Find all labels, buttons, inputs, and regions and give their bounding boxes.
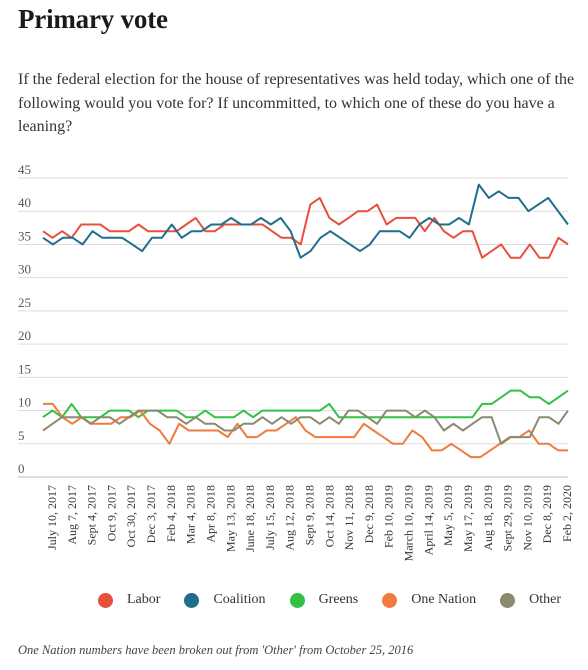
gridlines [18,177,568,478]
x-tick-label: Nov 10, 2019 [520,485,534,551]
legend-item: One Nation [382,592,476,608]
y-tick-label: 0 [18,461,25,476]
legend-swatch [500,592,516,608]
x-tick-label: July 15, 2018 [263,485,277,550]
x-tick-label: Sept 9, 2018 [303,485,317,545]
series-line-labor [42,196,569,259]
y-tick-label: 30 [18,262,31,277]
legend-swatch [289,592,305,608]
series-line-other [42,409,569,445]
x-tick-label: March 10, 2019 [402,485,416,561]
x-tick-label: Oct 9, 2017 [104,485,118,541]
x-tick-label: May 17, 2019 [461,485,475,552]
x-tick-label: May 5, 2019 [441,485,455,546]
x-tick-label: Apr 8, 2018 [203,485,217,543]
x-tick-label: Aug 7, 2017 [65,485,79,545]
footnote: One Nation numbers have been broken out … [18,643,414,657]
y-tick-label: 25 [18,295,31,310]
x-tick-label: Feb 2, 2020 [560,485,574,542]
legend: Labor Coalition Greens One Nation Other [98,592,585,608]
x-tick-label: Nov 11, 2018 [342,485,356,550]
x-tick-label: Oct 14, 2018 [322,485,336,547]
legend-swatch [184,592,200,608]
chart-subtitle: If the federal election for the house of… [18,71,575,135]
line-chart: 0 5 10 15 20 25 30 35 40 45 July 10, 2017 Aug 7, 2… [18,165,574,561]
x-tick-label: May 13, 2018 [223,485,237,552]
y-tick-label: 10 [18,395,31,410]
x-tick-label: April 14, 2019 [421,485,435,555]
series-line-one-nation [43,402,568,459]
x-tick-label: Dec 8, 2019 [540,485,554,543]
y-tick-label: 45 [18,165,31,177]
legend-swatch [382,592,398,608]
x-tick-label: Aug 18, 2019 [481,485,495,551]
y-tick-label: 15 [18,361,31,376]
legend-item: Labor [98,592,160,608]
legend-label: Labor [127,592,161,607]
x-tick-label: Feb 4, 2018 [164,485,178,542]
y-axis-ticks: 0 5 10 15 20 25 30 35 40 45 [18,165,31,476]
legend-swatch [98,592,113,608]
legend-item: Greens [289,592,359,608]
legend-item: Other [500,592,561,608]
x-axis-ticks: July 10, 2017 Aug 7, 2017 Sept 4, 2017 Oct … [45,485,574,561]
legend-label: Coalition [213,592,266,607]
x-tick-label: Dec 3, 2017 [144,485,158,543]
x-tick-label: Mar 4, 2018 [184,485,198,544]
legend-label: Other [529,592,562,607]
series-line-coalition [42,183,569,259]
chart-title: Primary vote [18,4,168,34]
x-tick-label: June 18, 2018 [243,485,257,552]
x-tick-label: Feb 10, 2019 [382,485,396,548]
y-tick-label: 20 [18,328,31,343]
x-tick-label: Dec 9, 2018 [362,485,376,543]
series-line-greens [42,389,569,419]
legend-label: Greens [318,592,359,607]
y-tick-label: 35 [18,228,31,243]
x-tick-label: July 10, 2017 [45,485,59,550]
x-tick-label: Sept 4, 2017 [85,485,99,545]
series-lines [42,183,569,459]
x-tick-label: Sept 29, 2019 [501,485,515,551]
legend-item: Coalition [184,592,266,608]
x-tick-label: Aug 12, 2018 [283,485,297,551]
y-tick-label: 5 [18,428,25,443]
x-tick-label: Oct 30, 2017 [124,485,138,547]
legend-label: One Nation [411,592,477,607]
y-tick-label: 40 [18,195,31,210]
